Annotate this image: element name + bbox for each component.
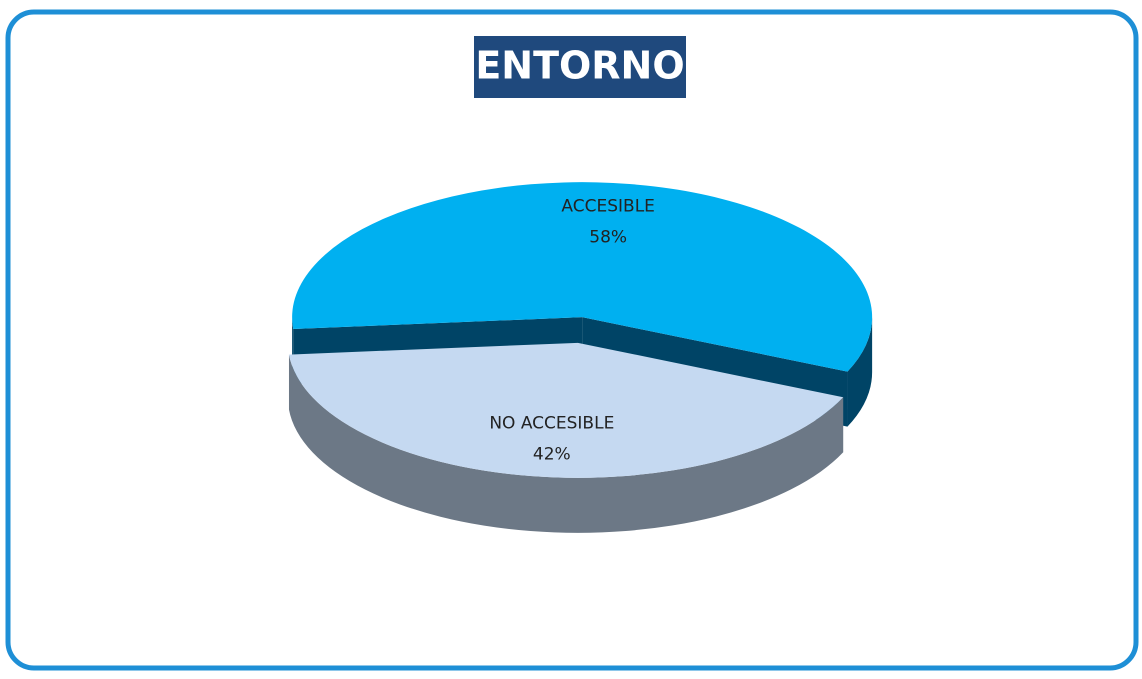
slice-top [292,182,873,372]
slice-top [288,342,844,478]
slice-side-wall [288,354,844,533]
slice-label: NO ACCESIBLE [489,414,614,434]
slice-label: ACCESIBLE [561,196,655,216]
slice-value-label: 42% [533,445,571,465]
slice-value-label: 58% [589,227,627,247]
pie-slice [288,342,844,533]
slice-side-wall [847,317,873,427]
title-box [474,36,686,98]
chart-title: ENTORNO [475,44,684,88]
